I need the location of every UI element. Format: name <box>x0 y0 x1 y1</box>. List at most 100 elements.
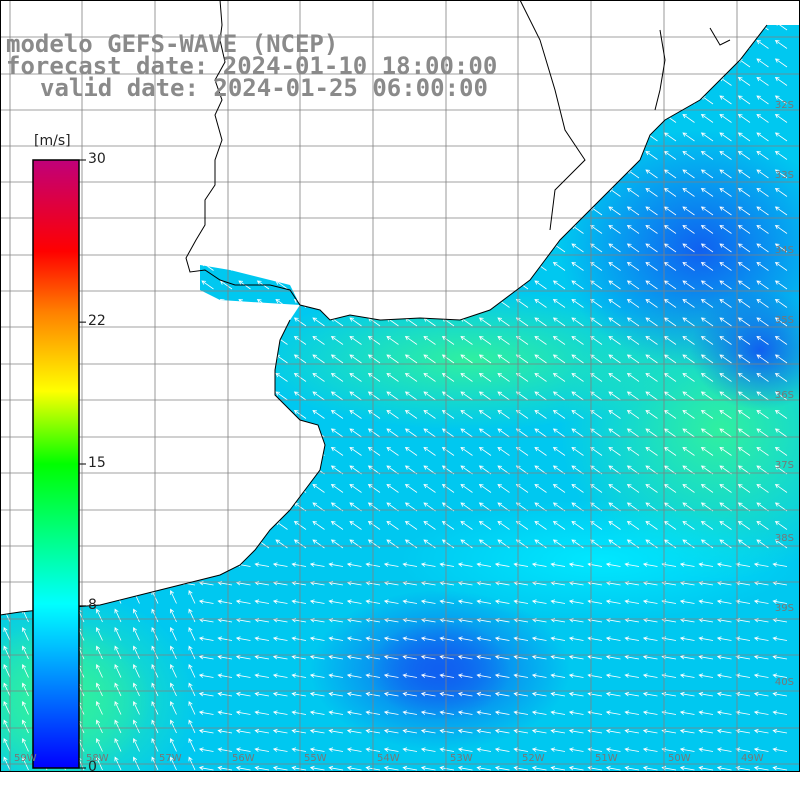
wind-arrow <box>182 132 196 142</box>
wind-arrow <box>423 428 436 438</box>
wind-arrow <box>108 317 122 327</box>
wind-arrow <box>201 335 214 345</box>
wind-arrow <box>164 335 177 345</box>
wind-arrow <box>217 691 233 697</box>
wind-arrow <box>719 409 732 419</box>
wind-arrow <box>663 539 677 549</box>
wind-arrow <box>552 446 566 456</box>
wind-arrow <box>312 150 325 160</box>
wind-arrow <box>534 132 547 142</box>
wind-arrow <box>682 391 695 401</box>
wind-arrow <box>235 747 251 752</box>
wind-arrow <box>626 483 640 493</box>
wind-arrow <box>552 206 566 216</box>
wind-arrow <box>531 691 547 697</box>
wind-arrow <box>460 206 473 216</box>
wind-arrow <box>735 691 751 697</box>
wind-arrow <box>663 409 677 419</box>
wind-arrow <box>682 76 695 86</box>
wind-arrow <box>439 728 455 734</box>
wind-arrow <box>478 539 492 549</box>
wind-arrow <box>774 354 788 364</box>
wind-arrow <box>478 187 492 197</box>
wind-arrow <box>423 39 436 49</box>
wind-arrow <box>494 710 510 715</box>
wind-arrow <box>367 150 381 160</box>
wind-arrow <box>423 25 436 31</box>
wind-arrow <box>312 391 325 401</box>
wind-arrow <box>642 747 658 752</box>
wind-arrow <box>169 645 177 660</box>
wind-arrow <box>275 372 288 382</box>
wind-arrow <box>238 169 251 179</box>
wind-arrow <box>0 372 11 382</box>
wind-arrow <box>589 58 603 68</box>
wind-arrow <box>441 446 455 456</box>
lon-label: 54W <box>377 753 400 764</box>
wind-arrow <box>182 391 196 401</box>
wind-arrow <box>698 765 714 771</box>
wind-arrow <box>238 409 251 419</box>
wind-arrow <box>497 483 510 493</box>
wind-arrow <box>534 58 547 68</box>
colorbar-tick-label: 15 <box>88 455 106 471</box>
wind-arrow <box>571 58 584 68</box>
wind-arrow <box>238 113 251 123</box>
wind-arrow <box>441 520 455 530</box>
wind-arrow <box>735 710 751 715</box>
wind-arrow <box>143 562 159 567</box>
wind-arrow <box>719 391 732 401</box>
wind-arrow <box>534 25 547 31</box>
wind-arrow <box>402 747 418 752</box>
wind-arrow <box>700 520 714 530</box>
wind-arrow <box>291 765 307 771</box>
wind-arrow <box>682 409 695 419</box>
wind-arrow <box>127 150 140 160</box>
wind-arrow <box>164 409 177 419</box>
wind-arrow <box>349 335 362 345</box>
wind-arrow <box>275 243 288 253</box>
wind-arrow <box>589 317 603 327</box>
wind-arrow <box>700 280 714 290</box>
wind-arrow <box>367 409 381 419</box>
wind-arrow <box>423 520 436 530</box>
wind-arrow <box>568 765 584 771</box>
wind-arrow <box>386 25 399 31</box>
coastline-south <box>0 319 326 616</box>
wind-arrow <box>291 728 307 734</box>
wind-arrow <box>571 25 584 31</box>
wind-arrow <box>201 391 214 401</box>
wind-arrow <box>164 150 177 160</box>
wind-arrow <box>0 25 11 31</box>
wind-arrow <box>719 428 732 438</box>
wind-arrow <box>478 169 492 179</box>
wind-arrow <box>698 599 714 604</box>
wind-arrow <box>114 719 122 734</box>
wind-arrow <box>441 372 455 382</box>
wind-arrow <box>679 691 695 697</box>
wind-arrow <box>404 520 418 530</box>
wind-arrow <box>774 280 788 290</box>
wind-arrow <box>0 95 11 105</box>
wind-arrow <box>682 206 695 216</box>
wind-arrow <box>198 562 214 567</box>
wind-arrow <box>349 428 362 438</box>
wind-arrow <box>497 446 510 456</box>
wind-arrow <box>127 113 140 123</box>
wind-arrow <box>737 317 751 327</box>
wind-arrow <box>182 224 196 234</box>
wind-arrow <box>330 409 344 419</box>
wind-arrow <box>663 206 677 216</box>
wind-arrow <box>737 39 751 49</box>
wind-arrow <box>346 599 362 604</box>
wind-arrow <box>198 673 214 678</box>
wind-arrow <box>679 599 695 604</box>
wind-arrow <box>645 113 658 123</box>
river-border <box>519 0 586 231</box>
wind-arrow <box>700 25 714 31</box>
wind-arrow <box>188 627 196 641</box>
wind-arrow <box>201 113 214 123</box>
wind-arrow <box>127 206 140 216</box>
wind-arrow <box>663 39 677 49</box>
wind-arrow <box>645 261 658 271</box>
